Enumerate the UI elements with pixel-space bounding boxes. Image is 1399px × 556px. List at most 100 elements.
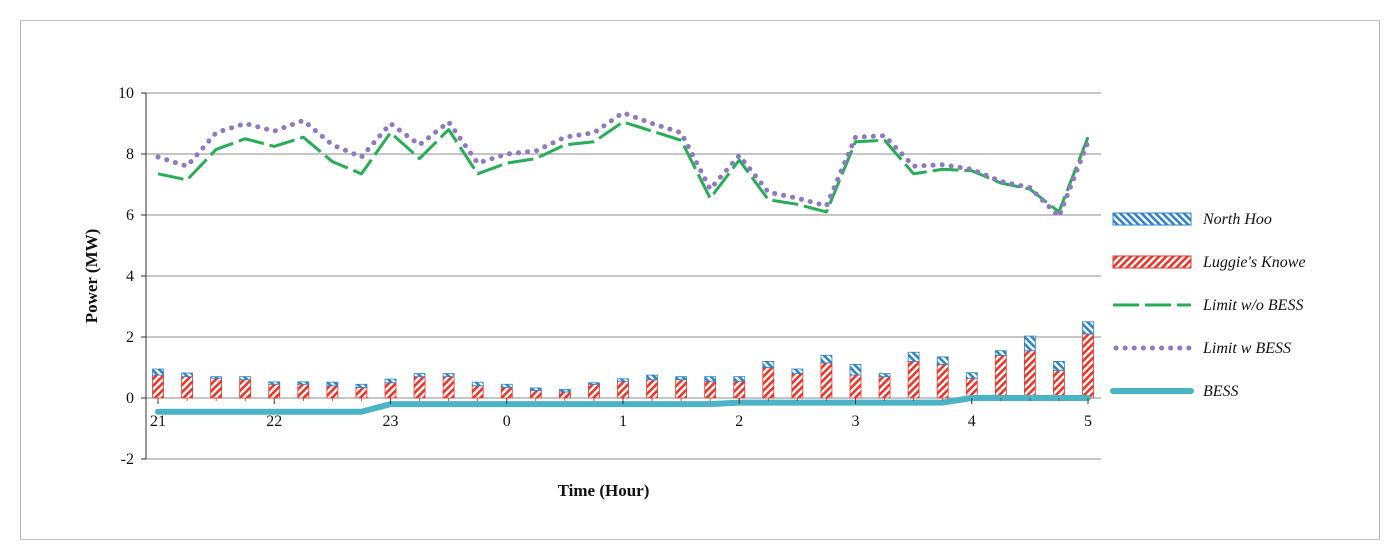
bar-north-hoo	[907, 351, 920, 362]
y-tick-label: 6	[126, 207, 134, 224]
x-tick-label: 23	[383, 413, 399, 430]
bar-north-hoo	[384, 378, 397, 384]
y-axis-title: Power (MW)	[82, 229, 101, 324]
legend-label: BESS	[1203, 383, 1239, 400]
bar-luggies-knowe	[268, 383, 281, 399]
bar-north-hoo	[675, 376, 688, 381]
x-tick-label: 2	[735, 413, 743, 430]
bar-luggies-knowe	[588, 383, 600, 399]
x-tick-label: 21	[150, 413, 166, 430]
bar-north-hoo	[965, 372, 978, 379]
limit-w-bess-line	[155, 110, 1091, 220]
bess-line	[155, 395, 1091, 415]
bar-north-hoo	[1023, 335, 1036, 352]
x-axis-title: Time (Hour)	[558, 481, 650, 500]
bar-luggies-knowe	[558, 391, 571, 399]
x-tick-label: 5	[1084, 413, 1092, 430]
bar-luggies-knowe	[849, 374, 862, 399]
bar-north-hoo	[471, 381, 484, 387]
stacked-bars	[152, 321, 1094, 399]
legend-swatch	[1112, 212, 1192, 226]
x-tick-label: 0	[503, 413, 511, 430]
bar-north-hoo	[297, 381, 310, 385]
bar-north-hoo	[733, 376, 746, 382]
bar-luggies-knowe	[355, 386, 368, 399]
bar-luggies-knowe	[210, 377, 223, 399]
bar-luggies-knowe	[994, 354, 1007, 399]
bar-north-hoo	[1053, 360, 1065, 371]
bar-north-hoo	[442, 373, 455, 378]
bar-north-hoo	[936, 356, 949, 365]
bar-north-hoo	[529, 387, 542, 391]
bar-north-hoo	[413, 373, 426, 378]
legend-label: Luggie's Knowe	[1202, 254, 1306, 271]
chart-frame: -2 0 2 4 6 8 10 21 22 23 0 1 2 3 4 5 North Hoo Luggie's …	[20, 20, 1380, 540]
legend-label: Limit w BESS	[1202, 340, 1291, 357]
bar-luggies-knowe	[646, 379, 658, 399]
bar-north-hoo	[210, 376, 223, 379]
bar-north-hoo	[646, 374, 658, 381]
bar-luggies-knowe	[1082, 333, 1094, 399]
bar-luggies-knowe	[500, 386, 513, 399]
bar-luggies-knowe	[239, 379, 252, 399]
bar-north-hoo	[1082, 321, 1094, 335]
bar-luggies-knowe	[936, 364, 949, 399]
bar-north-hoo	[268, 381, 281, 385]
legend-label: North Hoo	[1202, 211, 1272, 228]
legend-item: Limit w BESS	[1113, 340, 1291, 357]
limit-wo-bess-line	[157, 120, 1090, 214]
bar-luggies-knowe	[704, 380, 717, 399]
bar-luggies-knowe	[152, 374, 164, 399]
bar-north-hoo	[181, 372, 193, 378]
bar-north-hoo	[878, 373, 891, 378]
bar-luggies-knowe	[471, 385, 484, 399]
bar-north-hoo	[791, 368, 804, 374]
bar-luggies-knowe	[1023, 350, 1036, 399]
bar-north-hoo	[558, 389, 571, 393]
bar-luggies-knowe	[1053, 370, 1065, 399]
bar-north-hoo	[239, 376, 252, 381]
legend-swatch	[1112, 255, 1192, 269]
bar-north-hoo	[355, 383, 368, 388]
legend-item: BESS	[1110, 383, 1239, 400]
bar-luggies-knowe	[675, 379, 688, 399]
x-tick-label: 3	[852, 413, 860, 430]
y-tick-label: 8	[126, 146, 134, 163]
bar-luggies-knowe	[529, 389, 542, 399]
y-tick-label: 2	[126, 329, 134, 346]
bar-luggies-knowe	[617, 380, 629, 399]
x-tick-label: 1	[619, 413, 627, 430]
legend-item: Limit w/o BESS	[1113, 297, 1303, 314]
x-tick-label: 22	[266, 413, 282, 430]
bar-luggies-knowe	[442, 376, 455, 399]
bar-north-hoo	[820, 354, 833, 364]
bar-north-hoo	[617, 378, 629, 382]
legend: North Hoo Luggie's Knowe Limit w/o BESS Lim…	[1110, 211, 1306, 400]
bar-luggies-knowe	[181, 376, 193, 399]
legend-item: North Hoo	[1112, 211, 1272, 228]
bar-north-hoo	[326, 381, 339, 387]
bar-north-hoo	[994, 350, 1007, 356]
bar-luggies-knowe	[384, 382, 397, 399]
bar-north-hoo	[762, 360, 775, 368]
x-tick-label: 4	[968, 413, 976, 430]
bar-luggies-knowe	[907, 360, 920, 399]
y-tick-label: 4	[126, 268, 134, 285]
bar-luggies-knowe	[297, 383, 310, 399]
bar-luggies-knowe	[820, 362, 833, 399]
y-tick-label: -2	[121, 451, 134, 468]
legend-item: Luggie's Knowe	[1112, 254, 1306, 271]
bar-luggies-knowe	[733, 380, 746, 399]
y-tick-label: 0	[126, 390, 134, 407]
bar-north-hoo	[152, 368, 164, 376]
bar-north-hoo	[849, 364, 862, 376]
legend-label: Limit w/o BESS	[1202, 297, 1303, 314]
bar-north-hoo	[588, 382, 600, 385]
bar-north-hoo	[704, 376, 717, 382]
y-tick-label: 10	[118, 85, 134, 102]
bar-luggies-knowe	[791, 373, 804, 399]
bar-luggies-knowe	[878, 376, 891, 399]
bar-luggies-knowe	[326, 385, 339, 399]
